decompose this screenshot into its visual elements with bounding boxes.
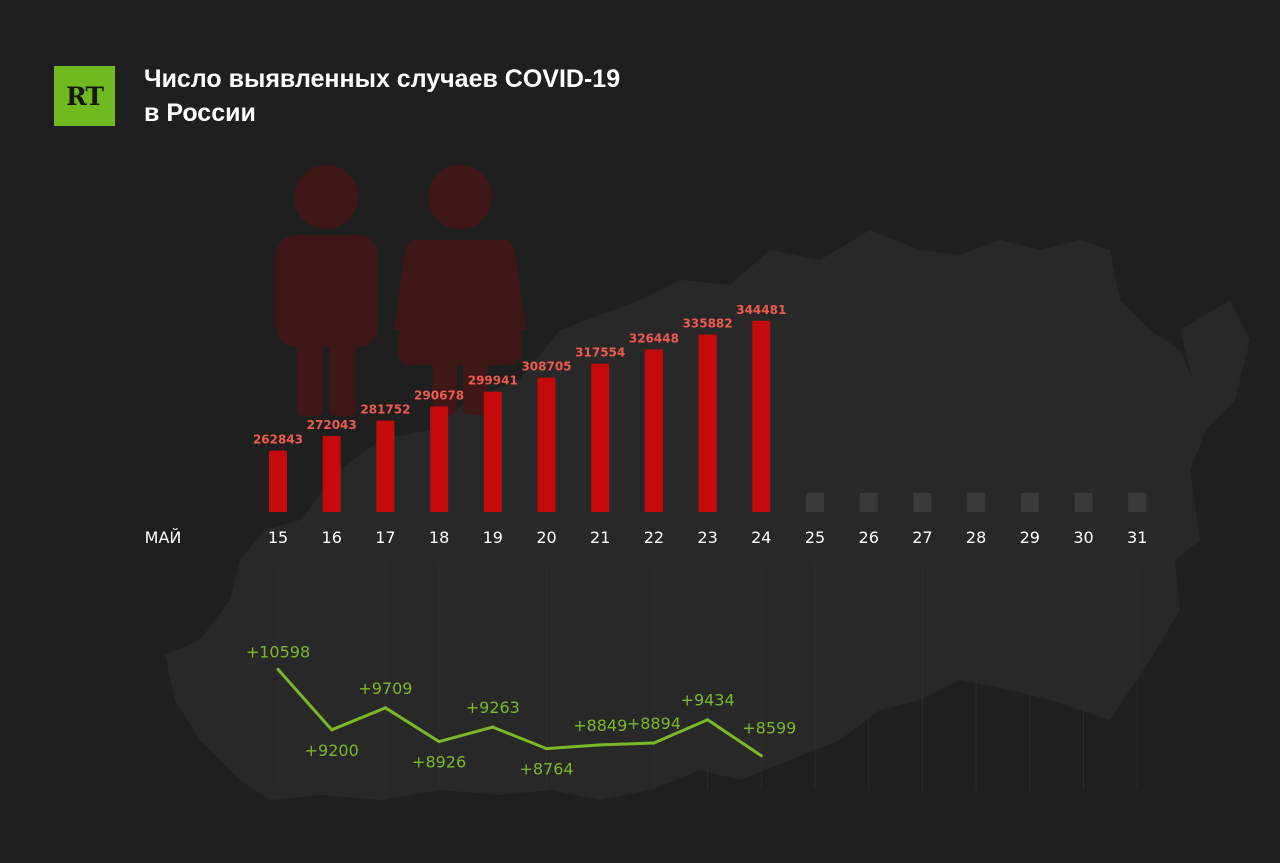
- rt-logo: RT: [54, 66, 115, 126]
- x-tick-29: 29: [1020, 528, 1040, 547]
- line-value-label-24: +8599: [742, 719, 796, 738]
- placeholder-bar-25: [806, 493, 824, 512]
- bar-19: [483, 391, 502, 512]
- line-value-label-23: +9434: [681, 691, 735, 710]
- line-point-17: [383, 706, 387, 710]
- x-tick-19: 19: [483, 528, 503, 547]
- placeholder-bar-26: [859, 493, 878, 512]
- bar-value-label-20: 308705: [521, 360, 571, 374]
- bar-value-label-23: 335882: [683, 316, 733, 330]
- x-tick-27: 27: [912, 528, 932, 547]
- man-figure-icon: [276, 165, 378, 416]
- line-point-15: [276, 667, 280, 671]
- x-tick-16: 16: [322, 528, 342, 547]
- bar-value-label-17: 281752: [360, 403, 410, 417]
- x-tick-18: 18: [429, 528, 449, 547]
- bar-value-label-15: 262843: [253, 433, 303, 447]
- line-value-label-15: +10598: [246, 642, 310, 661]
- line-point-20: [545, 747, 548, 751]
- line-point-21: [598, 743, 602, 747]
- line-value-label-16: +9200: [305, 741, 359, 760]
- line-value-label-17: +9709: [358, 679, 412, 698]
- x-tick-22: 22: [644, 528, 664, 547]
- line-value-label-22: +8894: [627, 714, 681, 733]
- kamchatka-silhouette: [1180, 300, 1250, 430]
- x-tick-15: 15: [268, 528, 288, 547]
- line-point-19: [491, 725, 495, 729]
- bar-16: [322, 436, 341, 512]
- bar-20: [537, 377, 556, 512]
- x-tick-20: 20: [536, 528, 556, 547]
- line-point-18: [437, 740, 441, 744]
- page-title: Число выявленных случаев COVID-19 в Росс…: [144, 62, 844, 130]
- bar-value-label-19: 299941: [468, 374, 518, 388]
- x-tick-28: 28: [966, 528, 986, 547]
- line-point-22: [652, 741, 656, 745]
- bar-22: [644, 349, 663, 512]
- x-tick-31: 31: [1127, 528, 1147, 547]
- daily-increase-line: [276, 668, 763, 757]
- bar-value-label-22: 326448: [629, 331, 679, 345]
- placeholder-bar-29: [1020, 493, 1039, 512]
- bar-17: [376, 420, 395, 512]
- placeholder-bar-31: [1128, 493, 1147, 512]
- bar-21: [591, 363, 610, 512]
- placeholder-bar-28: [967, 493, 986, 512]
- line-point-16: [330, 728, 334, 732]
- line-point-23: [706, 718, 710, 722]
- month-label: МАЙ: [145, 528, 182, 547]
- bar-18: [430, 406, 449, 512]
- placeholder-bar-27: [913, 493, 932, 512]
- x-tick-26: 26: [859, 528, 879, 547]
- line-point-24: [759, 754, 763, 758]
- x-tick-23: 23: [697, 528, 717, 547]
- placeholder-bar-30: [1074, 493, 1093, 512]
- title-line-2: в России: [144, 99, 256, 127]
- x-tick-24: 24: [751, 528, 771, 547]
- x-tick-17: 17: [375, 528, 395, 547]
- bar-value-label-24: 344481: [736, 303, 786, 317]
- bar-24: [752, 320, 771, 512]
- bar-value-label-21: 317554: [575, 346, 625, 360]
- x-tick-21: 21: [590, 528, 610, 547]
- line-value-label-19: +9263: [466, 698, 520, 717]
- bar-value-label-16: 272043: [307, 418, 357, 432]
- x-tick-25: 25: [805, 528, 825, 547]
- russia-map-silhouette: [165, 230, 1210, 800]
- bar-15: [269, 450, 287, 512]
- title-line-1: Число выявленных случаев COVID-19: [144, 65, 621, 93]
- bar-value-label-18: 290678: [414, 388, 464, 402]
- bar-23: [698, 334, 717, 512]
- woman-figure-icon: [394, 165, 526, 415]
- x-tick-30: 30: [1073, 528, 1093, 547]
- line-value-label-18: +8926: [412, 753, 466, 772]
- line-value-label-20: +8764: [519, 760, 573, 779]
- line-value-label-21: +8849: [573, 716, 627, 735]
